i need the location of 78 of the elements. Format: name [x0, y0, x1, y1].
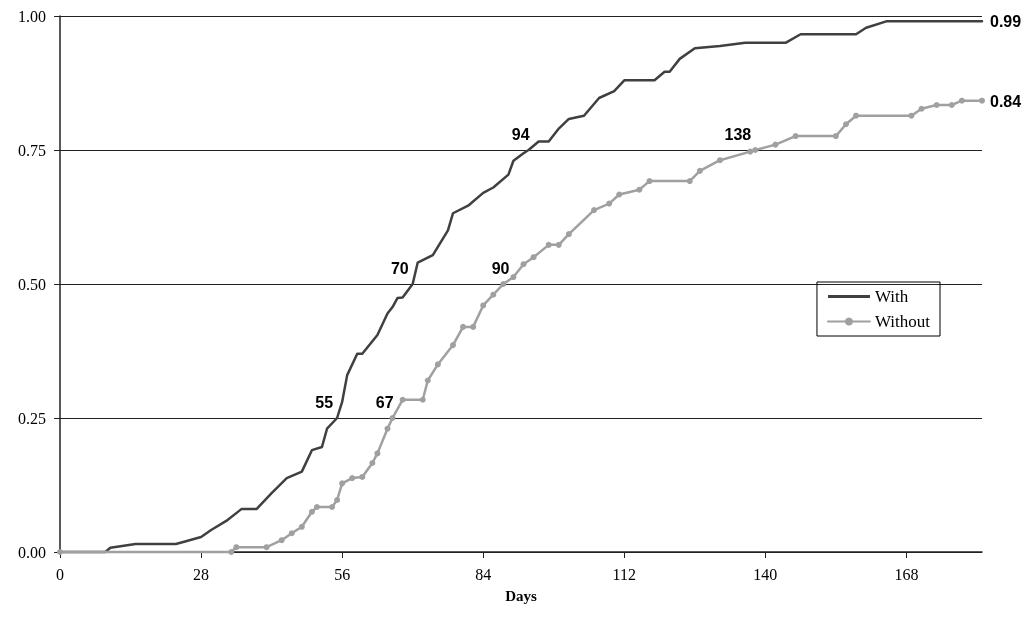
y-tick-label: 0.50	[18, 275, 46, 293]
point	[449, 342, 456, 349]
point	[520, 261, 527, 268]
x-tick-label: 84	[475, 565, 492, 583]
point	[288, 530, 295, 537]
point	[419, 396, 426, 403]
point	[470, 323, 477, 330]
point	[530, 254, 537, 261]
point	[389, 415, 396, 421]
annotation: 90	[491, 259, 510, 277]
point	[696, 167, 703, 174]
point	[278, 537, 285, 544]
point	[334, 497, 341, 504]
point	[228, 549, 235, 555]
annotation: 94	[511, 125, 530, 143]
annotation: 0.99	[990, 12, 1022, 30]
point	[979, 97, 985, 104]
x-tick-label: 168	[894, 565, 919, 583]
point	[384, 425, 391, 432]
annotation: 70	[390, 259, 409, 277]
annotation: 55	[315, 393, 334, 411]
x-axis-title: Days	[505, 587, 537, 604]
point	[646, 178, 653, 185]
point	[792, 133, 799, 140]
x-tick-label: 0	[56, 565, 64, 583]
point	[918, 105, 925, 112]
point	[717, 157, 724, 164]
legend-label: Without	[874, 312, 931, 331]
annotation: 67	[375, 393, 394, 411]
point	[933, 101, 940, 108]
x-tick-label: 28	[193, 565, 210, 583]
point	[908, 112, 915, 119]
point	[460, 323, 467, 330]
y-tick-label: 0.00	[18, 543, 46, 561]
point	[329, 503, 336, 510]
point	[616, 191, 623, 198]
point	[263, 544, 270, 551]
point	[545, 241, 552, 248]
point	[606, 200, 613, 207]
point	[374, 450, 381, 457]
y-tick-label: 0.25	[18, 409, 46, 427]
point	[233, 544, 240, 551]
point	[565, 231, 572, 238]
point	[832, 133, 839, 140]
point	[686, 178, 693, 185]
point	[480, 302, 487, 309]
point	[359, 473, 366, 480]
point	[369, 460, 376, 467]
x-tick-label: 140	[753, 565, 778, 583]
point	[500, 281, 507, 287]
point	[842, 121, 849, 128]
point	[434, 361, 441, 368]
point	[57, 549, 63, 555]
point	[349, 475, 356, 482]
point	[339, 480, 346, 487]
point	[772, 141, 779, 148]
point	[948, 101, 955, 108]
point	[958, 97, 965, 104]
point	[555, 241, 562, 248]
point	[399, 396, 406, 403]
point	[752, 147, 759, 153]
y-tick-label: 0.75	[18, 141, 46, 159]
x-tick-label: 112	[612, 565, 636, 583]
point	[853, 112, 860, 119]
legend-label: With	[874, 287, 909, 306]
point	[490, 291, 497, 298]
point	[747, 148, 754, 155]
annotation: 138	[724, 125, 752, 143]
point	[313, 503, 320, 510]
point	[424, 377, 431, 384]
y-tick-label: 1.00	[18, 7, 46, 25]
annotation: 0.84	[990, 93, 1022, 111]
point	[510, 274, 517, 281]
point	[298, 523, 305, 530]
point	[591, 207, 598, 214]
x-tick-label: 56	[334, 565, 351, 583]
point	[636, 186, 643, 193]
point	[308, 508, 315, 515]
